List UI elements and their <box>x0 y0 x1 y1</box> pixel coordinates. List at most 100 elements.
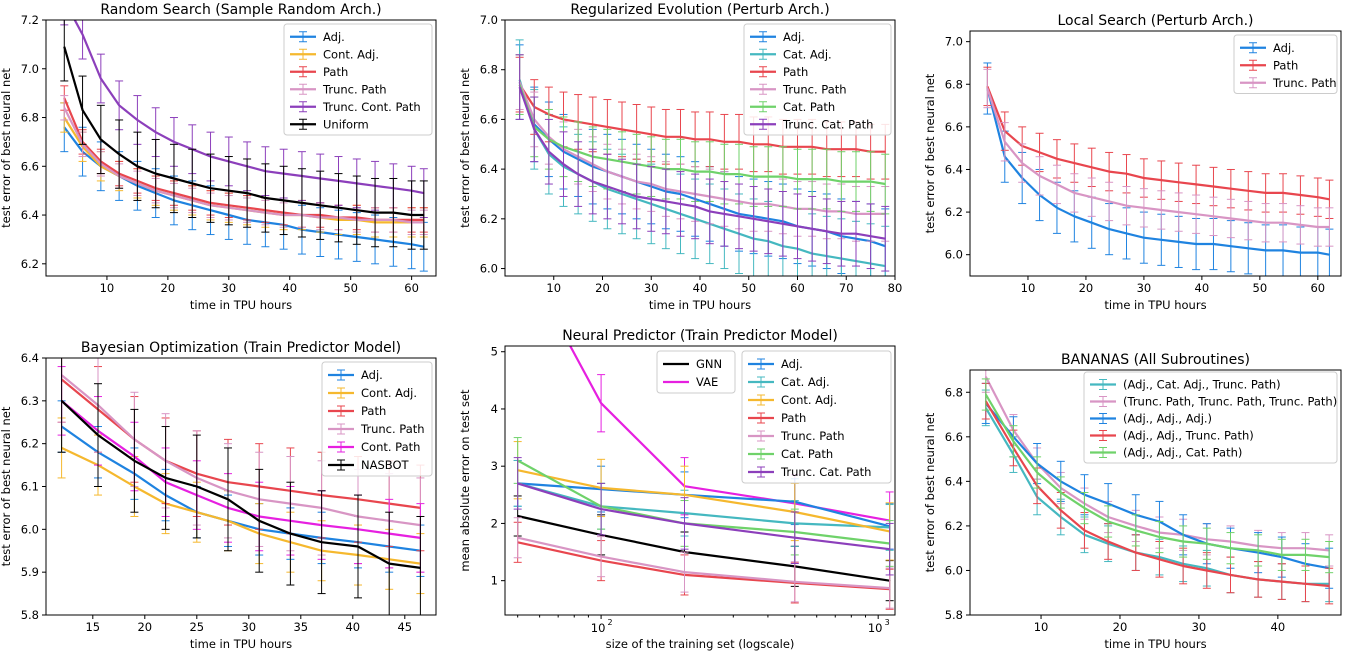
y-tick-label: 3 <box>491 459 498 473</box>
data-point <box>1257 578 1259 580</box>
series-7 <box>513 517 894 609</box>
data-point <box>1135 529 1137 531</box>
series-9 <box>513 457 894 576</box>
legend-label: Cont. Adj. <box>781 393 837 407</box>
data-point <box>884 151 886 153</box>
data-point <box>548 151 550 153</box>
data-point <box>419 567 421 569</box>
x-tick-label: 20 <box>1079 281 1094 295</box>
data-point <box>1195 213 1197 215</box>
legend: GNN VAE <box>656 350 736 394</box>
data-point <box>650 198 652 200</box>
data-point <box>258 520 260 522</box>
x-tick-label: 10 <box>546 281 561 295</box>
data-point <box>1328 585 1330 587</box>
data-point <box>694 138 696 140</box>
legend-box <box>743 23 892 136</box>
series-3 <box>983 68 1334 247</box>
data-point <box>357 545 359 548</box>
x-tick-label: 60 <box>790 281 805 295</box>
data-point <box>1212 185 1215 188</box>
data-point <box>1143 207 1145 209</box>
data-point <box>1317 196 1319 198</box>
data-point <box>136 119 139 121</box>
data-point <box>723 141 725 143</box>
data-point <box>81 109 84 111</box>
plot-area <box>60 20 428 272</box>
data-point <box>337 207 340 209</box>
y-tick-label: 6.3 <box>21 394 39 408</box>
data-point <box>1182 540 1184 543</box>
legend-label: Path <box>781 411 806 425</box>
series-6 <box>60 20 428 250</box>
x-tick-label: 40 <box>1195 281 1210 295</box>
data-point <box>723 213 725 215</box>
data-point <box>1160 209 1162 211</box>
x-tick-label: 10 <box>100 281 115 295</box>
data-point <box>694 205 696 208</box>
data-point <box>796 225 799 227</box>
data-point <box>1328 254 1331 256</box>
data-point <box>1056 183 1058 185</box>
data-point <box>683 571 686 573</box>
series-line <box>518 84 886 186</box>
panel-5: Neural Predictor (Train Predictor Model)… <box>458 328 896 651</box>
data-point <box>753 218 755 220</box>
y-tick-label: 6.4 <box>21 351 39 365</box>
legend-label: Trunc. Path <box>360 422 425 436</box>
data-point <box>1083 507 1086 509</box>
legend-label: Trunc. Cont. Path <box>322 100 421 114</box>
data-point <box>1073 192 1075 194</box>
chart-title: Random Search (Sample Random Arch.) <box>100 2 381 18</box>
data-point <box>1038 175 1041 177</box>
legend-label: (Trunc. Path, Trunc. Path, Trunc. Path) <box>1123 395 1337 409</box>
x-tick-label: 30 <box>1137 281 1152 295</box>
legend-label: (Adj., Adj., Adj.) <box>1123 412 1212 426</box>
data-point <box>826 230 828 232</box>
data-point <box>738 173 740 175</box>
legend: (Adj., Cat. Adj., Trunc. Path) (Trunc. Pa… <box>1083 371 1338 464</box>
legend-label: Adj. <box>361 368 383 382</box>
data-point <box>1038 151 1041 154</box>
x-tick-label: 50 <box>741 281 756 295</box>
data-point <box>621 190 623 193</box>
legend-label: GNN <box>696 357 722 371</box>
x-tick-label: 10 <box>868 621 883 635</box>
data-point <box>61 400 63 402</box>
data-point <box>1195 183 1197 185</box>
data-point <box>636 131 638 133</box>
data-point <box>191 182 193 184</box>
legend: Adj. Cont. Adj. Path Trunc. Path Cont. Path N… <box>321 361 433 477</box>
data-point <box>738 141 740 143</box>
y-tick-label: 7.0 <box>21 62 39 76</box>
data-point <box>600 508 602 510</box>
y-axis-label: test error of best neural net <box>0 68 13 228</box>
data-point <box>533 128 535 130</box>
data-point <box>1091 166 1093 168</box>
y-tick-label: 6.2 <box>480 212 498 226</box>
y-tick-label: 7.0 <box>480 13 498 27</box>
data-point <box>794 581 796 583</box>
data-point <box>840 148 842 150</box>
data-point <box>133 460 135 462</box>
data-point <box>782 223 784 225</box>
data-point <box>723 173 725 175</box>
y-tick-label: 6.0 <box>945 248 963 262</box>
y-tick-label: 6.8 <box>480 63 498 77</box>
data-point <box>1265 249 1267 252</box>
x-axis-label: size of the training set (logscale) <box>606 637 795 651</box>
y-tick-label: 6.4 <box>945 162 963 176</box>
data-point <box>1160 179 1162 181</box>
legend-label: Cat. Adj. <box>781 375 830 389</box>
legend: Adj. Path Trunc. Path <box>1233 34 1338 94</box>
data-point <box>1158 558 1161 560</box>
x-tick-label: 60 <box>1310 281 1325 295</box>
data-point <box>388 563 390 565</box>
legend-label: Cont. Adj. <box>323 47 379 61</box>
x-tick-label: 15 <box>85 620 100 634</box>
plot-area <box>513 346 894 610</box>
data-point <box>753 175 755 178</box>
data-point <box>63 107 65 109</box>
data-point <box>100 77 102 80</box>
